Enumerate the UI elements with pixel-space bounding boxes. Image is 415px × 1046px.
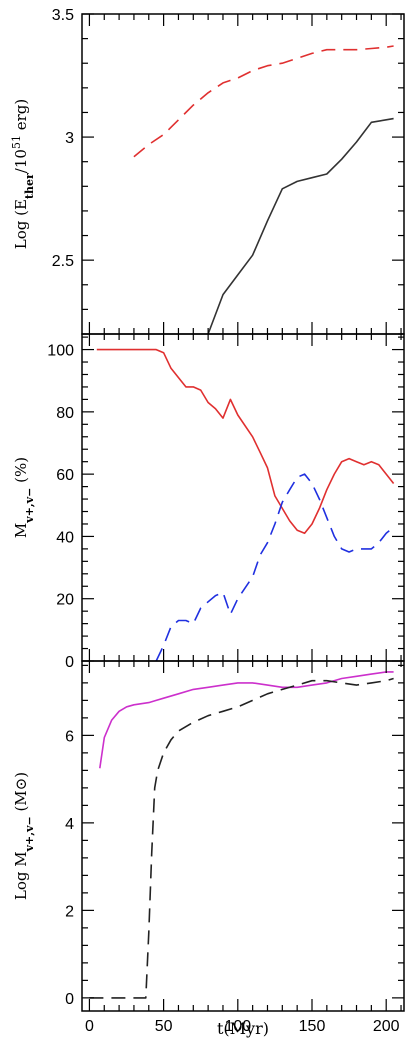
x-tick-label: 100 xyxy=(224,1018,251,1035)
series-line-middle-1 xyxy=(155,473,395,661)
series-line-bottom-0 xyxy=(99,671,394,769)
y-tick-label: 2 xyxy=(65,903,74,920)
series-line-top-0 xyxy=(133,45,394,158)
panel-frame xyxy=(81,13,405,335)
x-tick-label: 50 xyxy=(155,1018,173,1035)
y-tick-label: 3.5 xyxy=(52,7,74,24)
series-line-top-1 xyxy=(207,117,394,334)
y-axis-label: Log Mv+,v− (M⊙) xyxy=(12,772,36,900)
y-tick-label: 0 xyxy=(65,991,74,1008)
y-tick-label: 6 xyxy=(65,728,74,745)
panel-bottom: 0 2 4 6 0 50 100 150 200 Log Mv+,v− (M⊙) t(Myr) xyxy=(12,660,405,1038)
x-tick-label: 200 xyxy=(373,1018,400,1035)
panel-frame xyxy=(81,660,405,1012)
y-tick-label: 40 xyxy=(56,529,74,546)
panel-frame xyxy=(81,333,405,662)
y-tick-label: 2.5 xyxy=(52,253,74,270)
y-tick-label: 3 xyxy=(65,130,74,147)
y-tick-label: 80 xyxy=(56,405,74,422)
panel-middle: 0 20 40 60 80 100 Mv+,v− (%) xyxy=(12,333,405,671)
x-tick-label: 150 xyxy=(299,1018,326,1035)
panel-top: 2.5 3 3.5 Log (Ether/1051 erg) xyxy=(10,7,405,335)
series-line-bottom-1 xyxy=(89,677,394,999)
y-tick-label: 0 xyxy=(65,654,74,671)
x-tick-label: 0 xyxy=(85,1018,94,1035)
y-tick-label: 60 xyxy=(56,467,74,484)
y-axis-label: Mv+,v− (%) xyxy=(12,457,36,538)
y-tick-label: 100 xyxy=(47,343,74,360)
y-tick-label: 20 xyxy=(56,592,74,609)
y-axis-label: Log (Ether/1051 erg) xyxy=(10,99,36,249)
series-line-middle-0 xyxy=(96,348,395,535)
y-tick-label: 4 xyxy=(65,816,74,833)
x-axis-label: t(Myr) xyxy=(217,1019,269,1038)
